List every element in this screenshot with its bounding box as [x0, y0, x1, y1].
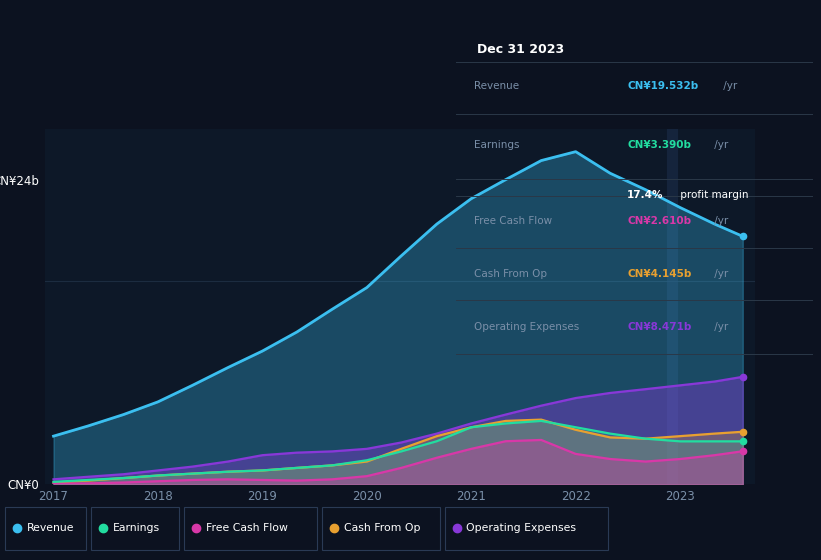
- Text: CN¥3.390b: CN¥3.390b: [627, 139, 691, 150]
- Text: /yr: /yr: [711, 269, 728, 279]
- Text: Revenue: Revenue: [27, 523, 75, 533]
- Text: Cash From Op: Cash From Op: [343, 523, 420, 533]
- Text: /yr: /yr: [711, 216, 728, 226]
- Text: Earnings: Earnings: [112, 523, 159, 533]
- Text: /yr: /yr: [711, 321, 728, 332]
- Text: Free Cash Flow: Free Cash Flow: [205, 523, 287, 533]
- Text: Revenue: Revenue: [474, 81, 519, 91]
- Text: CN¥4.145b: CN¥4.145b: [627, 269, 691, 279]
- Bar: [444, 507, 608, 550]
- Bar: [184, 507, 317, 550]
- Text: profit margin: profit margin: [677, 190, 749, 200]
- Text: CN¥2.610b: CN¥2.610b: [627, 216, 691, 226]
- Bar: [90, 507, 178, 550]
- Text: Earnings: Earnings: [474, 139, 519, 150]
- Bar: [5, 507, 85, 550]
- Text: Dec 31 2023: Dec 31 2023: [477, 43, 564, 56]
- Text: /yr: /yr: [711, 139, 728, 150]
- Text: CN¥8.471b: CN¥8.471b: [627, 321, 691, 332]
- Text: CN¥19.532b: CN¥19.532b: [627, 81, 699, 91]
- Text: Operating Expenses: Operating Expenses: [466, 523, 576, 533]
- Text: Operating Expenses: Operating Expenses: [474, 321, 579, 332]
- Bar: [322, 507, 439, 550]
- Text: /yr: /yr: [720, 81, 737, 91]
- Text: Free Cash Flow: Free Cash Flow: [474, 216, 552, 226]
- Text: 17.4%: 17.4%: [627, 190, 663, 200]
- Text: Cash From Op: Cash From Op: [474, 269, 547, 279]
